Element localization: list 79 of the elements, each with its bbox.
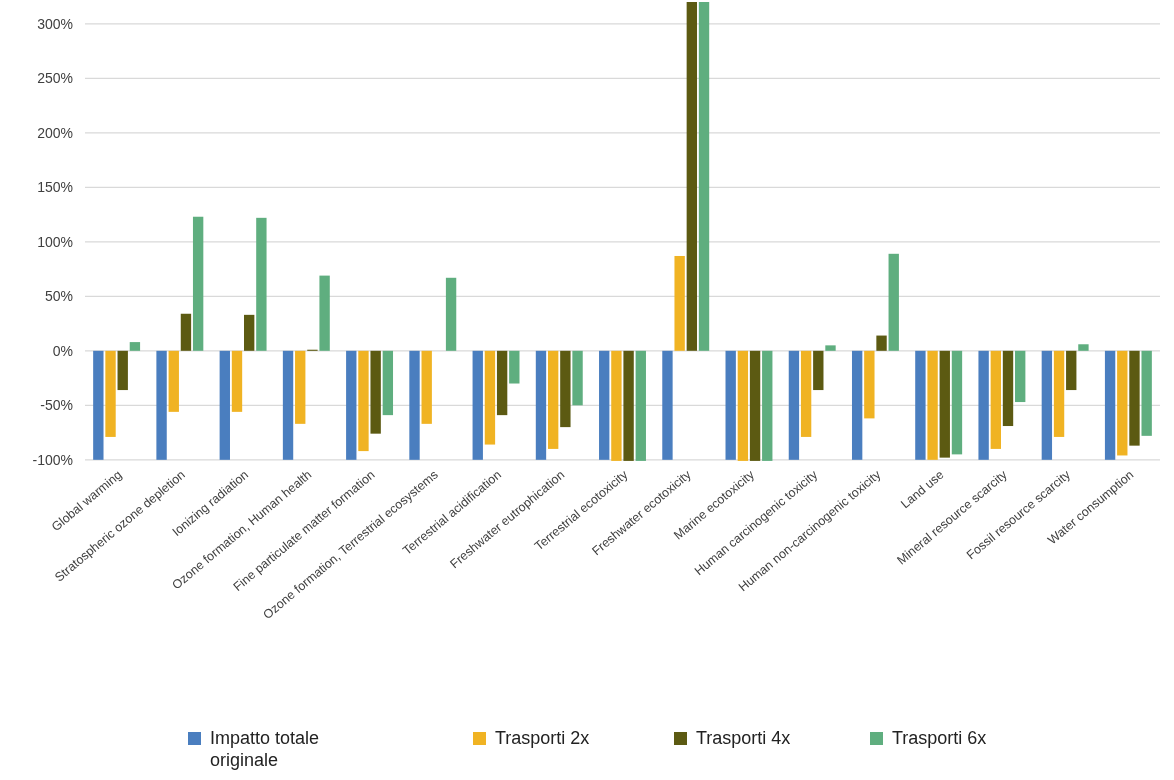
- bar: [749, 350, 761, 461]
- bar: [686, 2, 698, 351]
- bar: [282, 350, 294, 460]
- bar: [129, 342, 141, 351]
- bar: [611, 350, 622, 461]
- y-tick-label: 150%: [37, 179, 73, 196]
- bar: [990, 350, 1001, 449]
- bar: [876, 335, 887, 351]
- y-tick-label: -100%: [32, 451, 73, 468]
- bar: [295, 350, 306, 424]
- bar: [484, 350, 496, 445]
- legend-label: Trasporti 2x: [495, 728, 590, 749]
- bar: [370, 350, 381, 434]
- bar: [1041, 350, 1053, 460]
- bar: [105, 350, 116, 437]
- bar: [800, 350, 812, 437]
- bar: [168, 350, 179, 412]
- bar: [813, 350, 824, 391]
- bar: [445, 277, 457, 351]
- bar: [1053, 350, 1065, 437]
- bar: [382, 350, 394, 416]
- bar: [599, 350, 610, 460]
- bar: [319, 275, 330, 351]
- bar: [635, 350, 646, 461]
- bar: [409, 350, 420, 460]
- bar: [358, 350, 369, 452]
- bar: [572, 350, 583, 406]
- bar: [117, 350, 128, 391]
- bar: [1117, 350, 1128, 456]
- legend-label: Impatto totale originale: [210, 728, 320, 770]
- bar: [156, 350, 167, 460]
- bar: [560, 350, 571, 428]
- bar: [939, 350, 950, 458]
- bar: [93, 350, 104, 460]
- bar: [623, 350, 634, 461]
- y-tick-label: 300%: [37, 15, 73, 32]
- bar: [674, 255, 685, 351]
- bar: [698, 2, 710, 351]
- bar: [915, 350, 926, 460]
- bar: [244, 314, 255, 351]
- bar: [951, 350, 963, 455]
- bar: [1066, 350, 1077, 391]
- bar: [346, 350, 357, 460]
- y-tick-label: -50%: [40, 397, 73, 414]
- bar: [888, 253, 899, 351]
- bar: [788, 350, 800, 460]
- bar: [1129, 350, 1140, 446]
- bar: [1015, 350, 1026, 403]
- bar: [762, 350, 773, 461]
- bar: [864, 350, 875, 419]
- bar: [1141, 350, 1152, 436]
- bar: [231, 350, 243, 412]
- bar: [192, 216, 204, 351]
- bar: [737, 350, 749, 461]
- bar: [180, 313, 192, 351]
- bar: [472, 350, 483, 460]
- bar: [509, 350, 520, 384]
- y-tick-label: 250%: [37, 70, 73, 87]
- bar: [662, 350, 673, 460]
- bar: [725, 350, 736, 460]
- y-tick-label: 50%: [44, 288, 73, 305]
- bar: [535, 350, 547, 460]
- bar: [851, 350, 863, 460]
- bar: [1002, 350, 1014, 427]
- y-tick-label: 100%: [37, 233, 73, 250]
- y-tick-label: 0%: [52, 342, 73, 359]
- legend-label: Trasporti 4x: [696, 728, 791, 749]
- bar: [825, 345, 836, 351]
- legend-label: Trasporti 6x: [892, 728, 987, 749]
- bar: [1104, 350, 1116, 460]
- bar: [256, 217, 267, 351]
- bar: [219, 350, 230, 460]
- y-tick-label: 200%: [37, 124, 73, 141]
- bar: [547, 350, 559, 449]
- bar: [421, 350, 432, 424]
- bar: [1078, 344, 1089, 351]
- bar: [978, 350, 989, 460]
- bar: [927, 350, 938, 460]
- bar: [496, 350, 508, 416]
